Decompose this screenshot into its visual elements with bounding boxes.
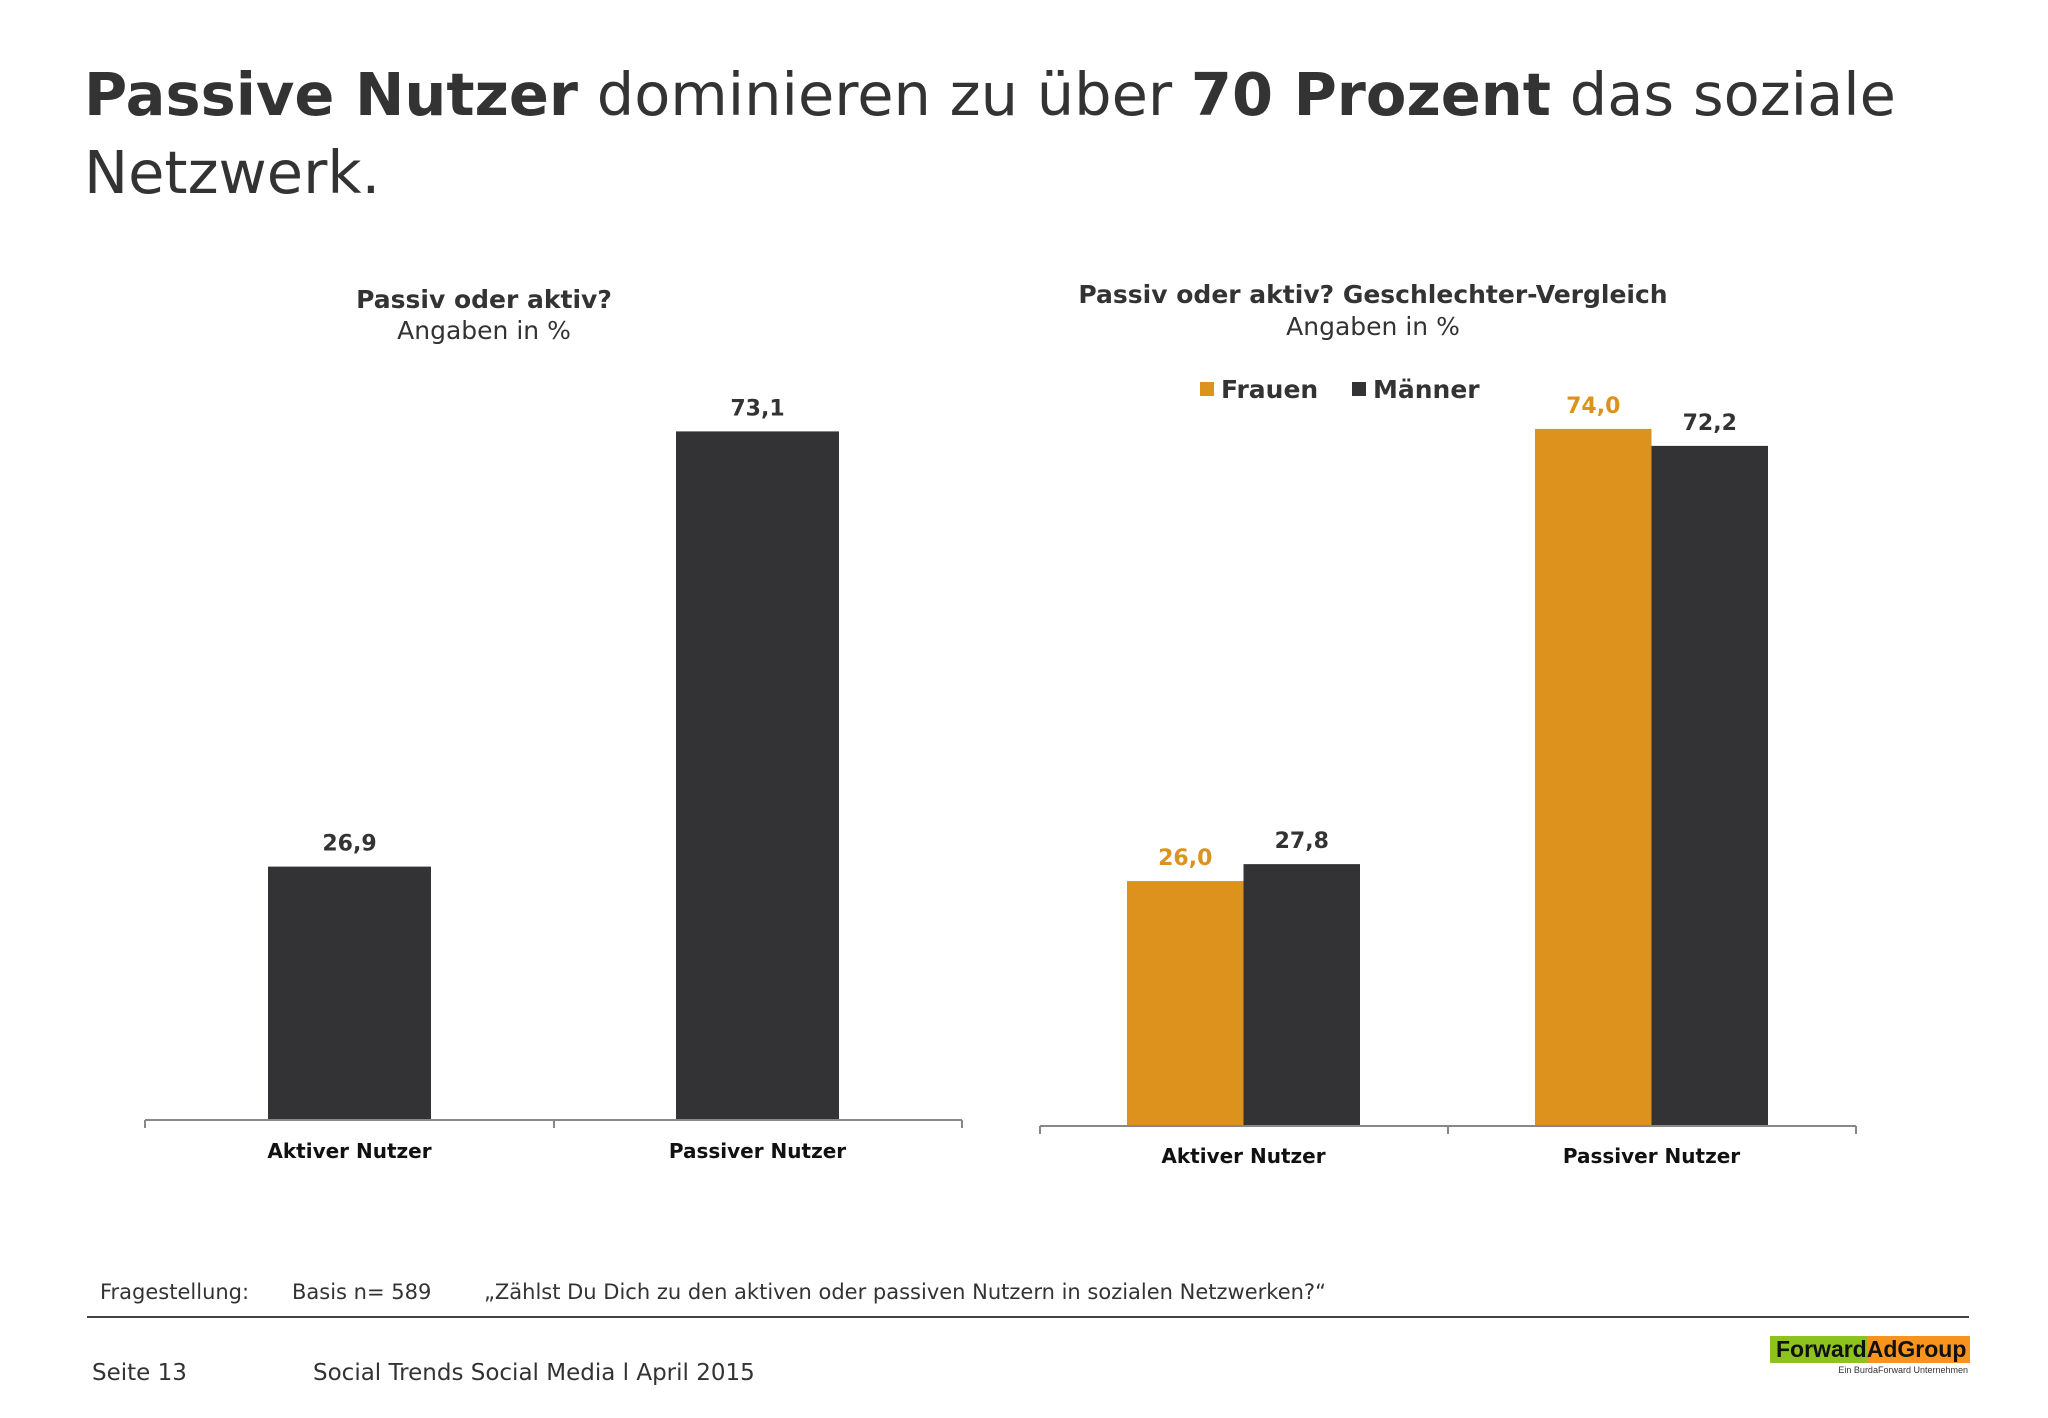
legend-label: Männer <box>1373 375 1480 404</box>
chart-title: Passiv oder aktiv? Geschlechter-Vergleic… <box>1078 280 1667 309</box>
report-name: Social Trends Social Media l April 2015 <box>313 1360 755 1386</box>
bar <box>1127 881 1244 1126</box>
legend-swatch <box>1352 382 1366 396</box>
legend-swatch <box>1200 382 1214 396</box>
category-label: Passiver Nutzer <box>1563 1144 1740 1168</box>
data-label: 72,2 <box>1683 411 1737 436</box>
data-label: 73,1 <box>730 396 784 421</box>
category-label: Passiver Nutzer <box>669 1139 846 1163</box>
data-label: 26,9 <box>322 832 376 857</box>
category-label: Aktiver Nutzer <box>267 1139 431 1163</box>
chart-gender: Passiv oder aktiv? Geschlechter-Vergleic… <box>1039 280 1857 1168</box>
chart-total: Passiv oder aktiv?Angaben in % 26,9 Aktive… <box>144 285 963 1163</box>
question-text: „Zählst Du Dich zu den aktiven oder pass… <box>484 1280 1326 1304</box>
bar <box>1651 445 1768 1127</box>
data-label: 26,0 <box>1158 846 1212 871</box>
page-title: Passive Nutzer dominieren zu über 70 Pro… <box>84 60 1896 207</box>
page-number: Seite 13 <box>92 1360 187 1386</box>
category-label: Aktiver Nutzer <box>1161 1144 1325 1168</box>
footer-divider <box>87 1316 1969 1318</box>
data-label: 27,8 <box>1275 829 1329 854</box>
bar <box>1535 428 1652 1126</box>
chart-title: Passiv oder aktiv? <box>356 285 612 314</box>
bar <box>268 866 431 1120</box>
forwardadgroup-logo: Forward AdGroup Ein BurdaForward Unterneh… <box>1770 1336 1971 1375</box>
legend-label: Frauen <box>1221 375 1318 404</box>
bar <box>676 431 839 1120</box>
chart-subtitle: Angaben in % <box>1286 312 1460 341</box>
data-label: 74,0 <box>1566 394 1620 419</box>
chart-subtitle: Angaben in % <box>397 316 571 345</box>
bar <box>1243 864 1360 1126</box>
question-label: Fragestellung: <box>100 1280 250 1304</box>
sample-size: Basis n= 589 <box>292 1280 432 1304</box>
